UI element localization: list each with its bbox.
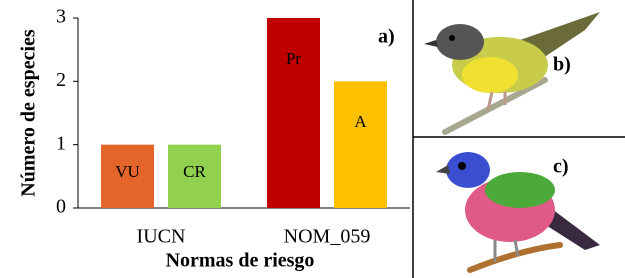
y-tick-label: 1 <box>56 132 66 154</box>
y-axis-title: Número de especies <box>18 29 40 197</box>
bar <box>334 81 387 208</box>
panel-label: c) <box>553 156 569 178</box>
x-tick-label: IUCN <box>137 226 186 248</box>
bird-illustration-c <box>436 152 600 270</box>
bar-label: A <box>354 112 367 131</box>
y-tick-label: 3 <box>56 6 66 28</box>
y-tick-label: 2 <box>56 69 66 91</box>
panel-label: b) <box>553 54 571 76</box>
bird-illustration-b <box>424 12 600 132</box>
y-tick-label: 0 <box>56 196 66 218</box>
bar-label: CR <box>183 162 206 181</box>
x-axis-title: Normas de riesgo <box>166 250 315 272</box>
figure: b) c) a) Normas de riesgo Número de espe… <box>0 0 625 278</box>
bar-label: VU <box>115 162 140 181</box>
x-tick-label: NOM_059 <box>284 226 371 248</box>
bar <box>267 18 320 208</box>
panel-label: a) <box>378 26 395 48</box>
bar-label: Pr <box>286 49 301 68</box>
